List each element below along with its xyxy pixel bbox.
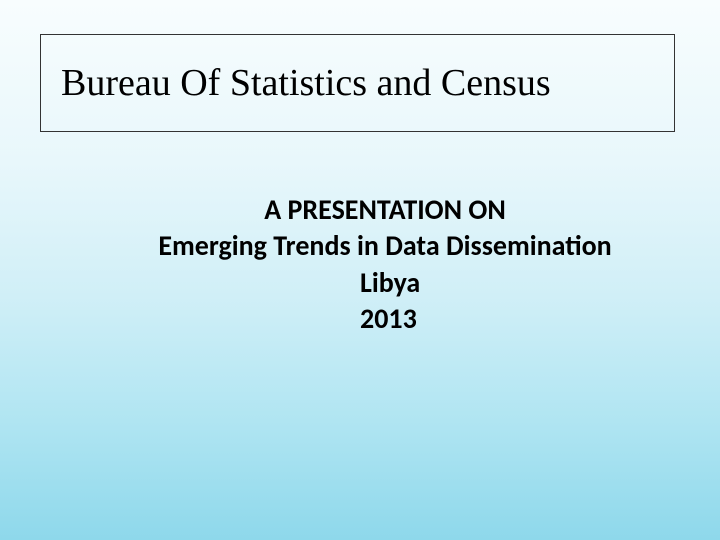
content-line-3: Libya: [105, 265, 665, 301]
slide-title: Bureau Of Statistics and Census: [61, 61, 551, 105]
content-line-1: A PRESENTATION ON: [105, 192, 665, 228]
title-container: Bureau Of Statistics and Census: [40, 34, 675, 132]
content-line-2: Emerging Trends in Data Dissemination: [105, 228, 665, 264]
content-container: A PRESENTATION ON Emerging Trends in Dat…: [105, 192, 665, 338]
content-line-4: 2013: [105, 301, 665, 337]
